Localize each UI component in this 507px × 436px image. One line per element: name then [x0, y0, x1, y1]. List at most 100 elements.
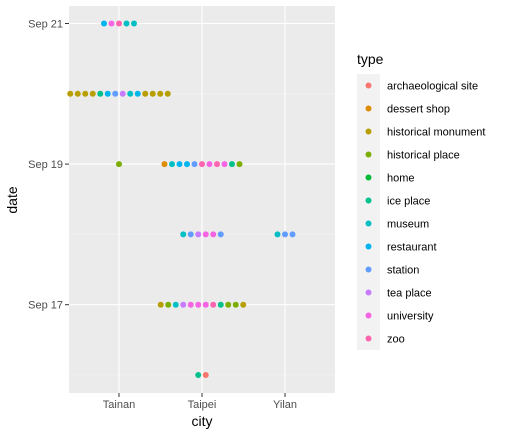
data-point	[180, 231, 187, 238]
legend-swatch	[365, 220, 372, 227]
legend-items: archaeological site dessert shop historica…	[357, 74, 485, 350]
data-point	[240, 301, 247, 308]
data-point	[161, 161, 168, 168]
data-point	[195, 231, 202, 238]
legend-label: historical place	[387, 150, 460, 162]
legend-item: historical place	[357, 143, 460, 166]
legend-label: dessert shop	[387, 104, 450, 116]
legend-item: ice place	[357, 189, 430, 212]
y-tick-label: Sep 21	[28, 19, 63, 31]
legend-swatch	[365, 266, 372, 273]
legend-item: restaurant	[357, 235, 437, 258]
legend-label: zoo	[387, 334, 405, 346]
data-point	[82, 90, 89, 97]
legend-swatch	[365, 128, 372, 135]
x-tick-label: Taipei	[188, 399, 217, 411]
legend-item: dessert shop	[357, 97, 450, 120]
legend-item: archaeological site	[357, 74, 478, 97]
data-point	[202, 231, 209, 238]
legend-item: museum	[357, 212, 429, 235]
data-point	[74, 90, 81, 97]
data-point	[165, 301, 172, 308]
data-point	[169, 161, 175, 168]
data-point	[97, 90, 104, 97]
data-point	[214, 161, 220, 168]
legend-swatch	[365, 312, 372, 319]
y-tick-label: Sep 19	[28, 159, 63, 171]
legend-item: historical monument	[357, 120, 485, 143]
x-axis-title: city	[192, 413, 213, 429]
legend-swatch	[365, 335, 372, 342]
legend-label: museum	[387, 219, 429, 231]
data-point	[164, 90, 171, 97]
legend-swatch	[365, 82, 372, 89]
data-point	[142, 90, 149, 97]
data-point	[202, 301, 209, 308]
legend-label: archaeological site	[387, 81, 478, 93]
legend-item: tea place	[357, 281, 432, 304]
data-point	[274, 231, 281, 238]
data-point	[217, 301, 224, 308]
legend-swatch	[365, 243, 372, 250]
legend-item: station	[357, 258, 419, 281]
legend-label: station	[387, 265, 419, 277]
data-point	[157, 301, 164, 308]
legend-label: university	[387, 311, 434, 323]
data-point	[116, 161, 122, 168]
legend-label: home	[387, 173, 415, 185]
data-point	[131, 20, 137, 27]
data-point	[67, 90, 74, 97]
data-point	[210, 301, 217, 308]
data-point	[112, 90, 119, 97]
legend-label: tea place	[387, 288, 432, 300]
data-point	[119, 90, 126, 97]
y-axis-ticks: Sep 17 Sep 19 Sep 21	[28, 19, 69, 312]
data-point	[282, 231, 288, 238]
data-point	[157, 90, 164, 97]
data-point	[236, 161, 243, 168]
legend-title: type	[357, 51, 384, 67]
x-tick-label: Tainan	[103, 399, 135, 411]
data-point	[116, 20, 122, 27]
legend-swatch	[365, 174, 372, 181]
legend-label: ice place	[387, 196, 430, 208]
legend-swatch	[365, 289, 372, 296]
y-tick-label: Sep 17	[28, 300, 63, 312]
data-point	[149, 90, 156, 97]
legend-item: zoo	[357, 327, 405, 350]
data-point	[101, 20, 107, 27]
data-point	[202, 372, 209, 378]
data-point	[199, 161, 205, 168]
data-point	[176, 161, 183, 168]
data-point	[127, 90, 134, 97]
data-point	[195, 301, 202, 308]
legend: type archaeological site dessert shop hist…	[357, 51, 485, 350]
data-point	[195, 372, 202, 378]
data-points	[67, 20, 296, 378]
x-axis-ticks: Tainan Taipei Yilan	[103, 393, 297, 411]
data-point	[184, 161, 190, 168]
data-point	[232, 301, 239, 308]
data-point	[229, 161, 235, 168]
data-point	[225, 301, 232, 308]
data-point	[172, 301, 179, 308]
data-point	[108, 20, 115, 27]
legend-swatch	[365, 151, 372, 158]
legend-item: university	[357, 304, 434, 327]
data-point	[187, 231, 194, 238]
legend-swatch	[365, 197, 372, 204]
data-point	[217, 231, 224, 238]
legend-label: restaurant	[387, 242, 437, 254]
data-point	[123, 20, 130, 27]
data-point	[134, 90, 141, 97]
data-point	[210, 231, 217, 238]
data-point	[289, 231, 296, 238]
data-point	[221, 161, 228, 168]
data-point	[191, 161, 198, 168]
x-tick-label: Yilan	[273, 399, 297, 411]
data-point	[187, 301, 194, 308]
data-point	[104, 90, 111, 97]
legend-label: historical monument	[387, 127, 485, 139]
data-point	[89, 90, 96, 97]
